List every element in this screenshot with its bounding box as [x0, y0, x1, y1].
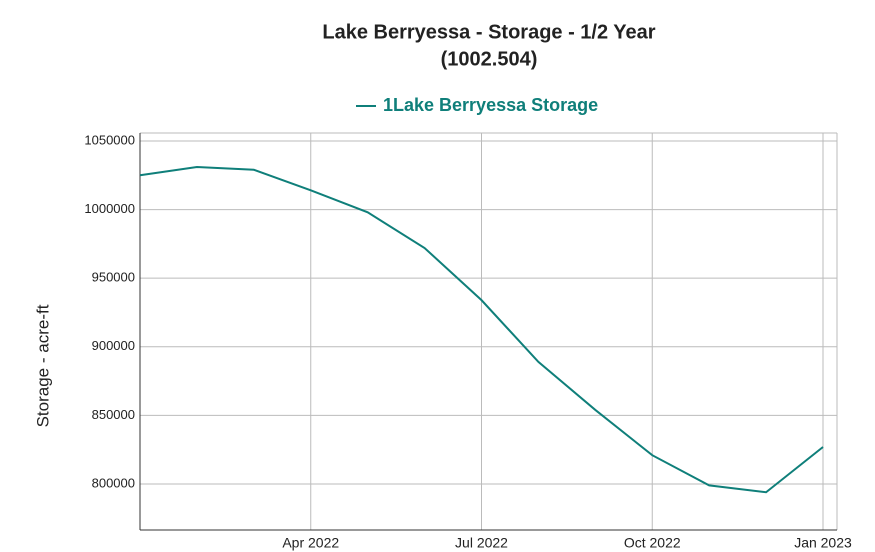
y-tick-label: 850000	[92, 407, 135, 422]
chart-title: Lake Berryessa - Storage - 1/2 Year	[322, 21, 655, 43]
y-tick-label: 1050000	[84, 132, 135, 147]
chart-subtitle: (1002.504)	[441, 48, 538, 70]
y-tick-label: 950000	[92, 270, 135, 285]
x-tick-label: Oct 2022	[624, 535, 681, 551]
x-tick-label: Jul 2022	[455, 535, 508, 551]
y-axis-label: Storage - acre-ft	[33, 304, 52, 427]
y-tick-label: 900000	[92, 338, 135, 353]
y-tick-label: 1000000	[84, 201, 135, 216]
x-tick-label: Apr 2022	[282, 535, 339, 551]
y-tick-label: 800000	[92, 475, 135, 490]
data-line	[139, 166, 824, 494]
legend-entry: 1Lake Berryessa Storage	[383, 95, 598, 115]
x-tick-label: Jan 2023	[794, 535, 852, 551]
